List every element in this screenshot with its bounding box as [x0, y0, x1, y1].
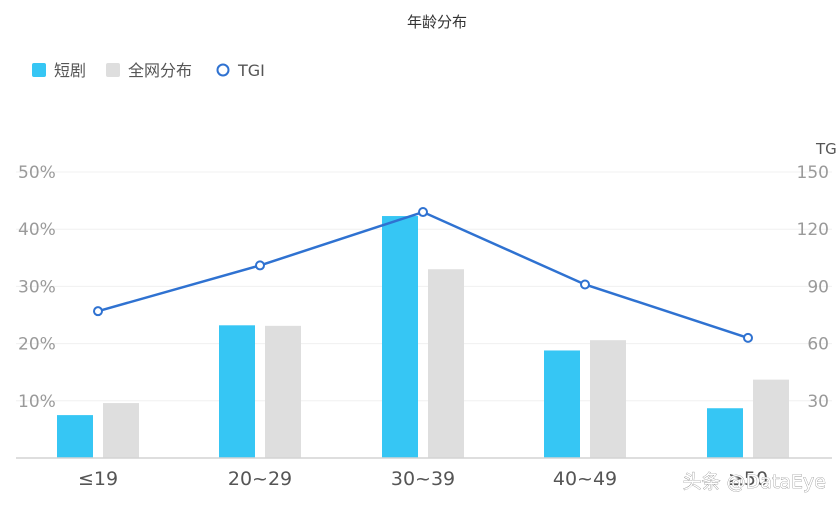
legend-swatch: [32, 63, 46, 77]
quanwang-bar-2: [428, 269, 464, 458]
x-tick-label: 20~29: [228, 468, 292, 490]
duanju-bar-0: [57, 415, 93, 458]
legend-swatch: [216, 63, 230, 77]
right-tick-label: 30: [807, 392, 829, 412]
tgi-point-2: [418, 207, 428, 218]
duanju-bar-1: [219, 325, 255, 458]
right-tick-label: 60: [807, 335, 829, 355]
left-tick-label: 20%: [18, 335, 56, 355]
legend-swatch: [106, 63, 120, 77]
legend-item-0[interactable]: 短剧: [32, 61, 86, 80]
tgi-point-0: [93, 306, 103, 317]
legend-label: 全网分布: [128, 61, 192, 80]
quanwang-bar-0: [103, 403, 139, 458]
right-tick-label: 90: [807, 277, 829, 297]
legend-label: 短剧: [54, 61, 86, 80]
x-tick-label: 40~49: [553, 468, 617, 490]
tgi-line: [97, 210, 749, 340]
tgi-point-4: [743, 332, 753, 343]
tgi-line-series: [93, 207, 753, 343]
duanju-bar-2: [382, 216, 418, 458]
tgi-point-1: [255, 260, 265, 271]
quanwang-bar-1: [265, 325, 301, 458]
legend-item-1[interactable]: 全网分布: [106, 61, 192, 80]
left-tick-label: 40%: [18, 220, 56, 240]
right-tick-label: 150: [797, 163, 829, 183]
x-tick-label: ≥50: [728, 468, 768, 490]
left-axis-ticks: 10% 20% 30% 40% 50%: [18, 163, 56, 412]
x-tick-label: 30~39: [391, 468, 455, 490]
quanwang-bar-3: [590, 340, 626, 458]
x-axis-ticks: ≤19 20~29 30~39 40~49 ≥50: [78, 468, 768, 490]
x-tick-label: ≤19: [78, 468, 118, 490]
left-tick-label: 50%: [18, 163, 56, 183]
chart-title: 年龄分布: [407, 13, 467, 31]
right-axis-ticks: 30 60 90 120 150: [797, 163, 829, 412]
legend: 短剧 全网分布 TGI: [32, 61, 265, 80]
legend-label: TGI: [237, 61, 265, 80]
watermark-text: 头条 @DataEye: [683, 471, 826, 493]
right-tick-label: 120: [797, 220, 829, 240]
legend-item-2[interactable]: TGI: [216, 61, 265, 80]
gridlines: [16, 171, 832, 402]
duanju-bar-3: [544, 350, 580, 458]
bars: [57, 216, 789, 458]
left-tick-label: 30%: [18, 277, 56, 297]
duanju-bar-4: [707, 408, 743, 458]
quanwang-bar-4: [753, 379, 789, 458]
right-axis-title: TG: [815, 140, 837, 158]
tgi-point-3: [580, 279, 590, 290]
left-tick-label: 10%: [18, 392, 56, 412]
